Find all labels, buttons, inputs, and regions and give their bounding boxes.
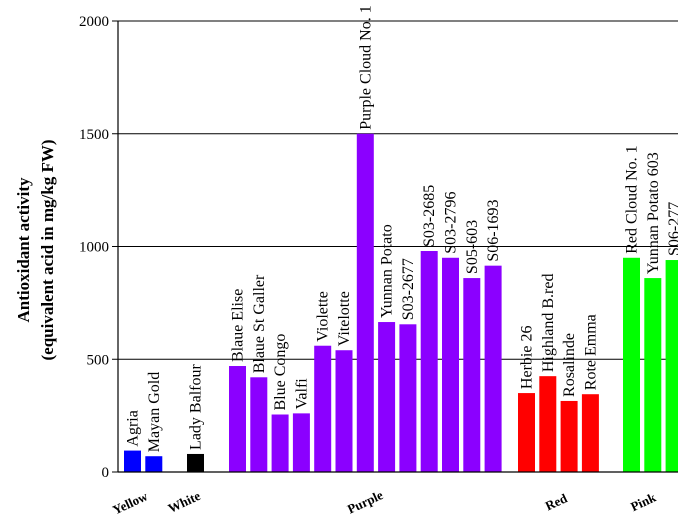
bar-label: S05-603 <box>464 220 481 274</box>
bar-label: Yunnan Potato <box>379 224 396 318</box>
bar-label: S03-2677 <box>400 258 417 320</box>
bar-agria <box>124 450 141 472</box>
bar-s03-2677 <box>399 324 417 472</box>
bar-label: Blaue Elise <box>230 289 247 362</box>
bar-label: Red Cloud No. 1 <box>624 145 641 253</box>
y-tick-label: 1500 <box>79 127 109 143</box>
bar-label: S06-277 <box>666 202 678 256</box>
bar-label: Rosalinde <box>561 333 578 397</box>
bar-label: S03-2685 <box>421 185 438 247</box>
bar-label: Blue Congo <box>272 334 289 411</box>
bar-rote-emma <box>581 394 599 472</box>
gridlines <box>118 20 678 360</box>
group-label-red: Red <box>543 490 570 513</box>
bar-label: Purple Cloud No. 1 <box>357 5 374 129</box>
y-axis-title: Antioxidant activity (equivalent acid in… <box>14 139 57 360</box>
bar-blaue-st-galler <box>250 377 268 472</box>
y-ticks: 0 500 1000 1500 2000 <box>79 14 118 481</box>
bar-label: Yunnan Potato 603 <box>645 152 662 274</box>
bar-label: Mayan Gold <box>146 372 163 452</box>
bar-s03-2685 <box>420 251 438 472</box>
bar-yunnan-potato-603 <box>644 278 662 472</box>
bar-highland-b-red <box>539 376 557 472</box>
bar-label: S06-1693 <box>485 199 502 261</box>
bar-violette <box>314 345 332 472</box>
y-tick-label: 0 <box>102 465 110 481</box>
bar-label: Highland B.red <box>540 274 557 373</box>
bar-rosalinde <box>560 400 578 472</box>
group-label-purple: Purple <box>345 487 386 517</box>
bar-label: S03-2796 <box>443 192 460 254</box>
bar-vitelotte <box>335 350 353 472</box>
bar-lady-balfour <box>187 453 204 472</box>
bar-blue-congo <box>271 414 289 472</box>
bar-valfi <box>292 413 310 472</box>
bar-s05-603 <box>463 278 481 472</box>
bar-label: Lady Balfour <box>188 364 205 450</box>
y-tick-label: 2000 <box>79 14 109 30</box>
bar-red-cloud-no-1 <box>623 257 640 472</box>
group-label-yellow: Yellow <box>110 488 150 517</box>
bar-yunnan-potato <box>378 322 396 472</box>
bar-s06-277 <box>665 260 678 472</box>
group-label-white: White <box>166 488 203 516</box>
bar-label: Blaue St Galler <box>251 274 268 373</box>
bar-s06-1693 <box>484 265 502 472</box>
bar-mayan-gold <box>145 456 163 472</box>
bar-label: Vitelotte <box>336 291 353 346</box>
bars <box>124 133 678 472</box>
y-tick-label: 500 <box>87 352 110 368</box>
bar-label: Agria <box>125 410 142 446</box>
bar-herbie-26 <box>518 393 535 472</box>
y-tick-label: 1000 <box>79 240 109 256</box>
bar-s03-2796 <box>442 257 459 472</box>
group-label-pink: Pink <box>628 489 659 514</box>
bar-blaue-elise <box>229 366 246 472</box>
bar-label: Herbie 26 <box>519 326 536 390</box>
y-axis-title-line2: (equivalent acid in mg/kg FW) <box>38 139 57 360</box>
bar-label: Violette <box>315 291 332 342</box>
bar-label: Valfi <box>293 378 310 410</box>
bar-purple-cloud-no-1 <box>356 133 374 472</box>
y-axis-title-line1: Antioxidant activity <box>14 177 33 322</box>
group-labels: Yellow White Purple Red Pink <box>110 487 659 517</box>
bar-label: Rote Emma <box>582 314 599 390</box>
